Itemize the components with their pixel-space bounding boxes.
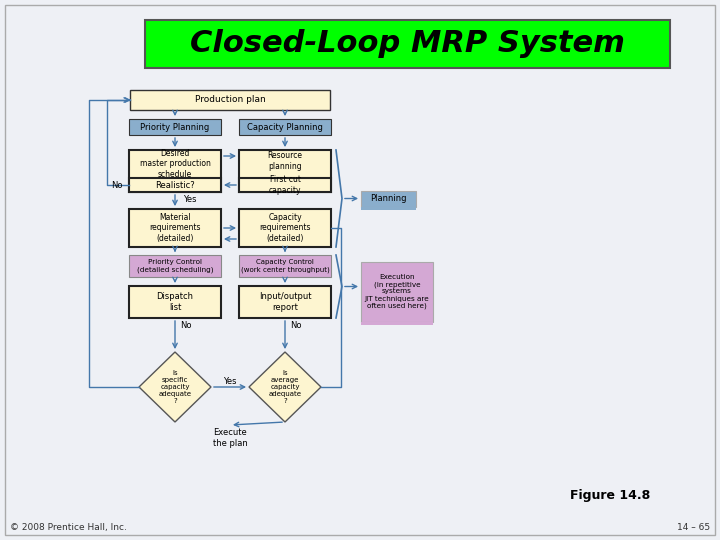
Text: Dispatch
list: Dispatch list bbox=[156, 292, 194, 312]
Text: Resource
planning: Resource planning bbox=[268, 151, 302, 171]
Text: Priority Control
(detailed scheduling): Priority Control (detailed scheduling) bbox=[137, 259, 213, 273]
Text: Priority Planning: Priority Planning bbox=[140, 123, 210, 132]
Text: No: No bbox=[112, 180, 122, 190]
FancyBboxPatch shape bbox=[361, 191, 416, 206]
Text: No: No bbox=[180, 321, 192, 330]
Text: Is
average
capacity
adequate
?: Is average capacity adequate ? bbox=[269, 370, 302, 404]
FancyBboxPatch shape bbox=[129, 209, 221, 247]
Text: Planning: Planning bbox=[370, 194, 407, 203]
Text: Figure 14.8: Figure 14.8 bbox=[570, 489, 650, 502]
FancyBboxPatch shape bbox=[129, 255, 221, 277]
FancyBboxPatch shape bbox=[129, 178, 221, 192]
FancyBboxPatch shape bbox=[145, 20, 670, 68]
Text: Capacity
requirements
(detailed): Capacity requirements (detailed) bbox=[259, 213, 311, 243]
Text: Capacity Control
(work center throughput): Capacity Control (work center throughput… bbox=[240, 259, 329, 273]
FancyBboxPatch shape bbox=[129, 119, 221, 135]
Polygon shape bbox=[249, 352, 321, 422]
Text: Execution
(in repetitive
systems
JIT techniques are
often used here): Execution (in repetitive systems JIT tec… bbox=[364, 274, 429, 309]
FancyBboxPatch shape bbox=[130, 90, 330, 110]
Text: Material
requirements
(detailed): Material requirements (detailed) bbox=[149, 213, 201, 243]
Text: © 2008 Prentice Hall, Inc.: © 2008 Prentice Hall, Inc. bbox=[10, 523, 127, 532]
Text: Desired
master production
schedule: Desired master production schedule bbox=[140, 149, 210, 179]
FancyBboxPatch shape bbox=[129, 150, 221, 192]
FancyBboxPatch shape bbox=[239, 286, 331, 318]
Text: No: No bbox=[290, 321, 302, 330]
Text: Execute
the plan: Execute the plan bbox=[212, 428, 248, 448]
FancyBboxPatch shape bbox=[239, 209, 331, 247]
Text: Production plan: Production plan bbox=[194, 96, 266, 105]
FancyBboxPatch shape bbox=[239, 255, 331, 277]
FancyBboxPatch shape bbox=[129, 286, 221, 318]
FancyBboxPatch shape bbox=[239, 150, 331, 192]
Text: 14 – 65: 14 – 65 bbox=[677, 523, 710, 532]
Text: First cut
capacity: First cut capacity bbox=[269, 176, 301, 195]
FancyBboxPatch shape bbox=[239, 119, 331, 135]
FancyBboxPatch shape bbox=[361, 206, 416, 210]
Text: Yes: Yes bbox=[183, 195, 197, 205]
Text: Yes: Yes bbox=[223, 377, 237, 387]
FancyBboxPatch shape bbox=[361, 261, 433, 321]
Text: Capacity Planning: Capacity Planning bbox=[247, 123, 323, 132]
Text: Input/output
report: Input/output report bbox=[258, 292, 311, 312]
Text: Closed-Loop MRP System: Closed-Loop MRP System bbox=[190, 30, 625, 58]
Text: Realistic?: Realistic? bbox=[155, 180, 195, 190]
Polygon shape bbox=[139, 352, 211, 422]
FancyBboxPatch shape bbox=[239, 178, 331, 192]
Text: Is
specific
capacity
adequate
?: Is specific capacity adequate ? bbox=[158, 370, 192, 404]
FancyBboxPatch shape bbox=[361, 321, 433, 325]
